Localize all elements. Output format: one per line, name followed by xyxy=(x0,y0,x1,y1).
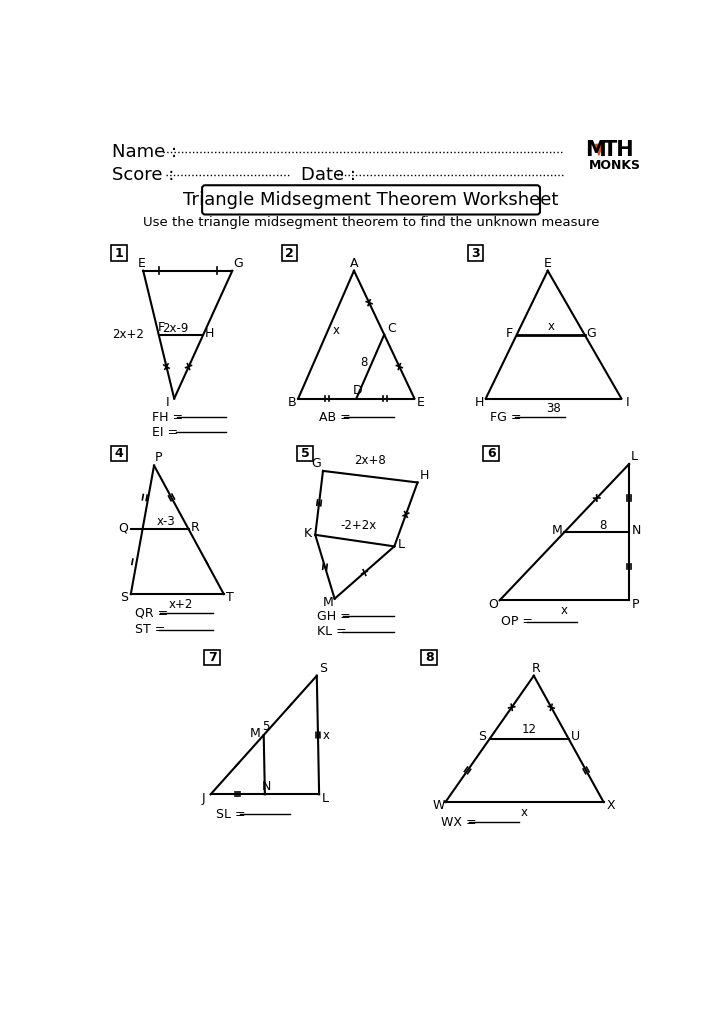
Text: H: H xyxy=(475,396,484,409)
Text: Name :: Name : xyxy=(112,143,177,161)
Text: F: F xyxy=(157,322,164,334)
Text: QR =: QR = xyxy=(135,607,169,620)
Text: S: S xyxy=(120,592,128,604)
Text: N: N xyxy=(631,524,641,538)
Text: 2x-9: 2x-9 xyxy=(163,322,189,335)
Polygon shape xyxy=(595,144,603,156)
Text: S: S xyxy=(319,663,327,675)
Text: G: G xyxy=(311,458,321,470)
Text: KL =: KL = xyxy=(317,626,347,638)
Text: 8: 8 xyxy=(599,519,607,532)
Text: -2+2x: -2+2x xyxy=(340,519,376,532)
Text: 8: 8 xyxy=(425,651,434,664)
Text: x+2: x+2 xyxy=(169,598,193,610)
Text: A: A xyxy=(350,257,358,269)
Text: P: P xyxy=(155,452,162,464)
Text: Q: Q xyxy=(118,521,128,535)
FancyBboxPatch shape xyxy=(204,649,220,665)
Text: Use the triangle midsegment theorem to find the unknown measure: Use the triangle midsegment theorem to f… xyxy=(143,216,599,229)
Text: 8: 8 xyxy=(361,356,368,370)
Text: 5: 5 xyxy=(262,720,269,733)
FancyBboxPatch shape xyxy=(468,246,484,261)
Text: K: K xyxy=(303,526,311,540)
Text: x: x xyxy=(561,604,568,616)
Text: W: W xyxy=(432,800,445,812)
Text: 3: 3 xyxy=(471,247,480,259)
Text: 2: 2 xyxy=(285,247,294,259)
Text: R: R xyxy=(190,521,200,535)
Text: 38: 38 xyxy=(546,402,561,415)
Text: G: G xyxy=(586,327,597,340)
Text: C: C xyxy=(387,322,395,335)
Text: E: E xyxy=(417,396,424,409)
Text: ST =: ST = xyxy=(135,623,166,636)
Text: x: x xyxy=(323,728,329,741)
Text: 2x+2: 2x+2 xyxy=(111,328,143,341)
Text: 7: 7 xyxy=(208,651,216,664)
Text: AB =: AB = xyxy=(319,411,351,424)
Text: FG =: FG = xyxy=(489,411,521,424)
FancyBboxPatch shape xyxy=(202,185,540,214)
Text: J: J xyxy=(202,792,206,805)
Text: U: U xyxy=(571,730,580,743)
Text: R: R xyxy=(531,662,541,675)
Text: I: I xyxy=(626,396,629,409)
FancyBboxPatch shape xyxy=(111,445,127,461)
Text: P: P xyxy=(631,598,639,610)
Text: 5: 5 xyxy=(300,446,310,460)
Text: L: L xyxy=(397,539,405,551)
Text: x-3: x-3 xyxy=(156,515,175,528)
Text: x: x xyxy=(521,806,528,818)
Text: T: T xyxy=(226,592,234,604)
Text: Score :: Score : xyxy=(112,166,174,184)
FancyBboxPatch shape xyxy=(298,445,313,461)
Text: x: x xyxy=(332,325,340,337)
Text: 1: 1 xyxy=(115,247,124,259)
Text: 2x+8: 2x+8 xyxy=(355,455,386,467)
FancyBboxPatch shape xyxy=(111,246,127,261)
Text: Triangle Midsegment Theorem Worksheet: Triangle Midsegment Theorem Worksheet xyxy=(183,190,559,209)
Text: B: B xyxy=(287,396,296,409)
Text: 12: 12 xyxy=(522,723,536,736)
Text: H: H xyxy=(420,469,429,482)
Text: S: S xyxy=(478,730,486,743)
Text: M: M xyxy=(322,596,333,609)
Text: WX =: WX = xyxy=(441,815,476,828)
Text: E: E xyxy=(138,257,146,270)
Text: x: x xyxy=(547,321,554,334)
Text: L: L xyxy=(631,450,638,463)
Text: L: L xyxy=(322,792,329,805)
FancyBboxPatch shape xyxy=(282,246,298,261)
Text: N: N xyxy=(262,780,271,794)
Text: M: M xyxy=(551,524,562,538)
Text: I: I xyxy=(167,396,170,409)
Text: F: F xyxy=(506,327,513,340)
Text: SL =: SL = xyxy=(216,808,245,821)
Text: D: D xyxy=(353,384,363,397)
Text: Date :: Date : xyxy=(301,166,356,184)
FancyBboxPatch shape xyxy=(421,649,437,665)
Text: TH: TH xyxy=(603,140,634,160)
Text: OP =: OP = xyxy=(501,615,534,629)
Text: FH =: FH = xyxy=(153,411,184,424)
FancyBboxPatch shape xyxy=(484,445,499,461)
Text: H: H xyxy=(204,327,214,340)
Text: EI =: EI = xyxy=(153,426,179,439)
Text: M: M xyxy=(585,140,606,160)
Text: 4: 4 xyxy=(115,446,124,460)
Text: GH =: GH = xyxy=(317,610,350,623)
Text: 6: 6 xyxy=(487,446,495,460)
Text: O: O xyxy=(488,598,497,610)
Text: E: E xyxy=(544,257,552,269)
Text: M: M xyxy=(250,727,261,740)
Text: G: G xyxy=(233,257,243,270)
Text: MONKS: MONKS xyxy=(589,159,641,172)
Text: X: X xyxy=(606,800,615,812)
